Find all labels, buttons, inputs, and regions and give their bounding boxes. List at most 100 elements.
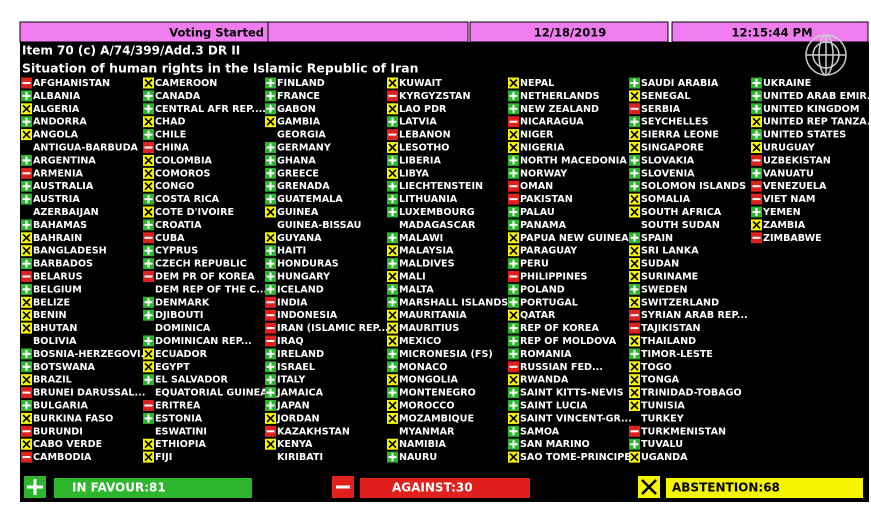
vote-abstain-glyph <box>630 195 639 204</box>
vote-abstain-glyph <box>630 143 639 152</box>
country-name: NICARAGUA <box>520 117 584 128</box>
vote-yes-glyph <box>752 79 761 87</box>
country-name: KAZAKHSTAN <box>277 426 350 437</box>
vote-yes-glyph <box>144 195 153 204</box>
country-name: EQUATORIAL GUINEA <box>155 388 268 399</box>
vote-yes-glyph <box>144 375 153 384</box>
vote-yes-glyph <box>630 233 639 242</box>
country-name: ESTONIA <box>155 413 203 424</box>
vote-abstain-glyph <box>144 117 153 126</box>
vote-abstain-glyph <box>144 362 153 371</box>
vote-abstain-glyph <box>388 375 397 384</box>
country-name: OMAN <box>520 181 553 192</box>
vote-yes-glyph <box>22 182 31 191</box>
vote-abstain-glyph <box>144 440 153 449</box>
country-name: ESWATINI <box>155 426 207 437</box>
country-name: MOZAMBIQUE <box>399 413 474 424</box>
country-name: EGYPT <box>155 362 190 373</box>
country-name: CABO VERDE <box>33 439 102 450</box>
country-name: INDONESIA <box>277 310 338 321</box>
country-name: UZBEKISTAN <box>763 155 831 166</box>
country-name: NIGER <box>520 130 554 141</box>
country-name: TUVALU <box>641 439 683 450</box>
vote-yes-glyph <box>509 401 518 410</box>
vote-yes-glyph <box>509 156 518 165</box>
country-name: MADAGASCAR <box>399 220 476 231</box>
vote-abstain-glyph <box>144 453 153 462</box>
country-name: NEPAL <box>520 78 554 89</box>
country-name: NETHERLANDS <box>520 91 600 102</box>
vote-abstain-glyph <box>22 298 31 307</box>
vote-abstain-glyph <box>752 117 761 126</box>
against-total: AGAINST:30 <box>392 481 473 495</box>
vote-yes-glyph <box>509 427 518 436</box>
country-name: LATVIA <box>399 117 437 128</box>
vote-abstain-glyph <box>22 246 31 255</box>
country-name: SAINT KITTS-NEVIS <box>520 388 624 399</box>
country-name: SUDAN <box>641 259 679 270</box>
vote-yes-glyph <box>630 182 639 191</box>
vote-abstain-glyph <box>388 414 397 423</box>
vote-yes-glyph <box>752 208 761 216</box>
country-name: BELIZE <box>33 297 70 308</box>
country-name: CHILE <box>155 130 186 141</box>
vote-yes-glyph <box>630 79 639 87</box>
country-name: GREECE <box>277 168 319 179</box>
country-name: SRI LANKA <box>641 246 699 257</box>
country-name: AFGHANISTAN <box>33 78 110 89</box>
country-name: EL SALVADOR <box>155 375 228 386</box>
vote-abstain-glyph <box>630 388 639 397</box>
vote-yes-glyph <box>266 375 275 384</box>
abstention-total: ABSTENTION:68 <box>672 481 780 495</box>
country-name: BRUNEI DARUSSAL... <box>33 388 145 399</box>
country-name: GERMANY <box>277 143 332 154</box>
vote-yes-glyph <box>266 246 275 255</box>
country-name: LESOTHO <box>399 143 449 154</box>
vote-yes-glyph <box>388 453 397 462</box>
vote-yes-glyph <box>22 349 31 358</box>
status: Voting Started <box>169 26 264 40</box>
vote-abstain-glyph <box>509 130 518 139</box>
vote-yes-glyph <box>266 182 275 191</box>
country-name: ISRAEL <box>277 362 315 373</box>
country-name: ANTIGUA-BARBUDA <box>33 143 139 154</box>
vote-yes-glyph <box>752 169 761 178</box>
against-box <box>360 478 530 498</box>
vote-abstain-glyph <box>144 349 153 358</box>
vote-yes-glyph <box>266 143 275 152</box>
vote-yes-glyph <box>266 91 275 100</box>
vote-yes-glyph <box>509 259 518 268</box>
vote-yes-glyph <box>22 220 31 229</box>
vote-yes-glyph <box>22 401 31 410</box>
country-name: MALAYSIA <box>399 246 454 257</box>
vote-abstain-glyph <box>22 414 31 423</box>
vote-abstain-glyph <box>388 246 397 255</box>
country-name: SAUDI ARABIA <box>641 78 719 89</box>
country-name: UNITED KINGDOM <box>763 104 859 115</box>
country-name: PARAGUAY <box>520 246 578 257</box>
country-name: VENEZUELA <box>763 181 827 192</box>
vote-yes-glyph <box>266 156 275 165</box>
vote-abstain-glyph <box>630 272 639 281</box>
vote-abstain-glyph <box>388 324 397 333</box>
country-name: DEM REP OF THE C... <box>155 284 267 295</box>
blank-cell <box>267 21 469 43</box>
country-name: SAMOA <box>520 426 560 437</box>
vote-yes-glyph <box>266 401 275 410</box>
country-name: HAITI <box>277 246 306 257</box>
country-name: PAPUA NEW GUINEA <box>520 233 629 244</box>
country-name: DOMINICA <box>155 323 211 334</box>
vote-yes-glyph <box>266 79 275 87</box>
country-name: BURUNDI <box>33 426 83 437</box>
vote-abstain-glyph <box>388 169 397 178</box>
country-name: SWITZERLAND <box>641 297 719 308</box>
vote-yes-glyph <box>509 298 518 307</box>
vote-yes-glyph <box>266 388 275 397</box>
vote-abstain-glyph <box>144 169 153 178</box>
country-name: TAJIKISTAN <box>641 323 701 334</box>
country-name: BELARUS <box>33 272 83 283</box>
vote-yes-glyph <box>388 388 397 397</box>
vote-yes-glyph <box>144 220 153 229</box>
date-cell <box>469 21 669 43</box>
country-name: RUSSIAN FED... <box>520 362 603 373</box>
